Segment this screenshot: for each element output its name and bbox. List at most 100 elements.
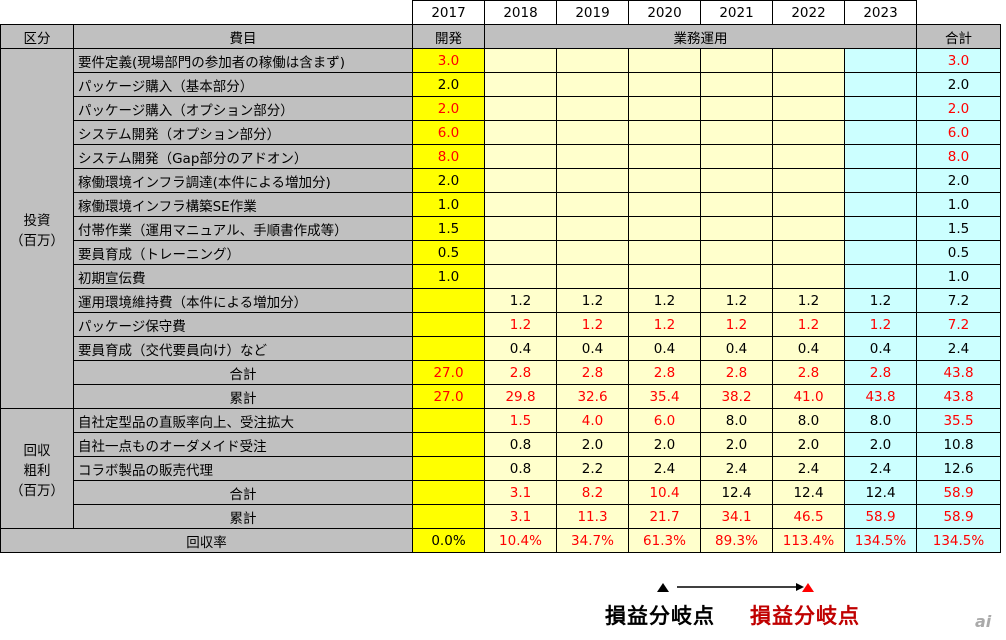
- return-label-1: 回収: [23, 442, 51, 459]
- total-value: 1.0: [916, 264, 1001, 289]
- return-row: 回収 粗利 （百万） 自社定型品の直販率向上、受注拡大 1.5 4.0 6.0 8.0 8.0 8…: [0, 408, 1001, 529]
- item-name: パッケージ保守費: [73, 312, 413, 337]
- return-row: 自社一点ものオーダメイド受注 0.8 2.0 2.0 2.0 2.0 2.0 10.8: [1, 432, 1001, 457]
- value-cell: 1.2: [484, 288, 557, 313]
- value-cell: 4.0: [556, 408, 629, 433]
- item-name: 付帯作業（運用マニュアル、手順書作成等）: [73, 216, 413, 241]
- item-name: コラボ製品の販売代理: [73, 456, 413, 481]
- value-cell: 1.2: [484, 312, 557, 337]
- item-name: システム開発（Gap部分のアドオン）: [73, 144, 413, 169]
- value-cell: 1.2: [844, 312, 917, 337]
- table-body: 2017 2018 2019 2020 2021 2022 2023 区分 費目…: [0, 0, 1001, 553]
- arrow-head: [796, 583, 804, 591]
- empty-cell: [556, 168, 629, 193]
- row-label: 累計: [73, 504, 413, 529]
- value-2017: 1.5: [412, 216, 485, 241]
- empty-cell: [628, 72, 701, 97]
- empty-cell: [772, 96, 845, 121]
- year-2019: 2019: [556, 0, 629, 25]
- triangle-marker-red: [802, 583, 814, 592]
- row-label: 回収率: [0, 528, 413, 553]
- value-cell: 41.0: [772, 384, 845, 409]
- value-cell: 61.3%: [628, 528, 701, 553]
- gyomu-header: 業務運用: [484, 24, 917, 49]
- value-cell: 2.0: [700, 432, 773, 457]
- empty-cell: [484, 216, 557, 241]
- item-name: 要員育成（トレーニング）: [73, 240, 413, 265]
- value-cell: 2.8: [844, 360, 917, 385]
- empty-cell: [844, 168, 917, 193]
- value-cell: 12.4: [700, 480, 773, 505]
- item-name: 初期宣伝費: [73, 264, 413, 289]
- empty-cell: [700, 264, 773, 289]
- empty-cell: [484, 120, 557, 145]
- empty-cell: [772, 168, 845, 193]
- empty-cell: [412, 480, 485, 505]
- empty-cell: [556, 192, 629, 217]
- empty-cell: [556, 48, 629, 73]
- empty-cell: [628, 120, 701, 145]
- value-2017: 0.0%: [412, 528, 485, 553]
- value-cell: 3.1: [484, 504, 557, 529]
- value-2017: 0.5: [412, 240, 485, 265]
- investment-row: 初期宣伝費 1.0 1.0: [1, 264, 1001, 289]
- running-cost-row: 要員育成（交代要員向け）など 0.4 0.4 0.4 0.4 0.4 0.4 2.4: [1, 336, 1001, 361]
- return-label-2: 粗利: [23, 462, 51, 479]
- total-value: 1.5: [916, 216, 1001, 241]
- total-value: 58.9: [916, 504, 1001, 529]
- value-2017: 1.0: [412, 192, 485, 217]
- investment-row: 付帯作業（運用マニュアル、手順書作成等） 1.5 1.5: [1, 216, 1001, 241]
- item-name: システム開発（オプション部分）: [73, 120, 413, 145]
- empty-cell: [772, 192, 845, 217]
- value-cell: 2.4: [700, 456, 773, 481]
- year-2022: 2022: [772, 0, 845, 25]
- empty-cell: [484, 144, 557, 169]
- empty-cell: [628, 168, 701, 193]
- value-cell: 11.3: [556, 504, 629, 529]
- year-header-row: 2017 2018 2019 2020 2021 2022 2023: [1, 0, 1001, 25]
- investment-label-2: （百万）: [10, 232, 64, 249]
- item-name: 運用環境維持費（本件による増加分）: [73, 288, 413, 313]
- investment-label: 投資 （百万）: [0, 48, 74, 409]
- value-cell: 2.0: [556, 432, 629, 457]
- value-cell: 12.4: [772, 480, 845, 505]
- total-value: 1.0: [916, 192, 1001, 217]
- empty-cell: [412, 408, 485, 433]
- investment-label-1: 投資: [23, 212, 51, 229]
- empty-cell: [556, 144, 629, 169]
- value-cell: 2.4: [844, 456, 917, 481]
- breakeven-label-black: 損益分岐点: [605, 603, 715, 628]
- empty-cell: [556, 240, 629, 265]
- item-name: 要件定義(現場部門の参加者の稼働は含まず): [73, 48, 413, 73]
- empty-cell: [412, 288, 485, 313]
- empty-cell: [700, 96, 773, 121]
- value-cell: 2.2: [556, 456, 629, 481]
- running-cost-row: パッケージ保守費 1.2 1.2 1.2 1.2 1.2 1.2 7.2: [1, 312, 1001, 337]
- empty-cell: [700, 192, 773, 217]
- value-cell: 10.4%: [484, 528, 557, 553]
- value-cell: 34.1: [700, 504, 773, 529]
- value-2017: 6.0: [412, 120, 485, 145]
- empty-cell: [484, 240, 557, 265]
- empty-cell: [844, 72, 917, 97]
- empty-cell: [484, 264, 557, 289]
- empty-cell: [628, 192, 701, 217]
- value-cell: 0.8: [484, 432, 557, 457]
- recovery-rate-row: 回収率 0.0% 10.4% 34.7% 61.3% 89.3% 113.4% 134.5% 1…: [0, 528, 1001, 553]
- empty-cell: [412, 504, 485, 529]
- value-cell: 2.0: [628, 432, 701, 457]
- value-cell: 2.8: [700, 360, 773, 385]
- row-label: 累計: [73, 384, 413, 409]
- investment-row: 投資 （百万） 要件定義(現場部門の参加者の稼働は含まず) 3.0 3.0: [0, 48, 1001, 409]
- value-cell: 27.0: [412, 360, 485, 385]
- value-cell: 8.0: [772, 408, 845, 433]
- empty-cell: [484, 48, 557, 73]
- value-2017: 3.0: [412, 48, 485, 73]
- empty-cell: [412, 336, 485, 361]
- empty-cell: [700, 120, 773, 145]
- total-value: 7.2: [916, 312, 1001, 337]
- total-value: 10.8: [916, 432, 1001, 457]
- empty-cell: [700, 240, 773, 265]
- row-label: 合計: [73, 360, 413, 385]
- return-sum-row: 合計 3.1 8.2 10.4 12.4 12.4 12.4 58.9: [1, 480, 1001, 505]
